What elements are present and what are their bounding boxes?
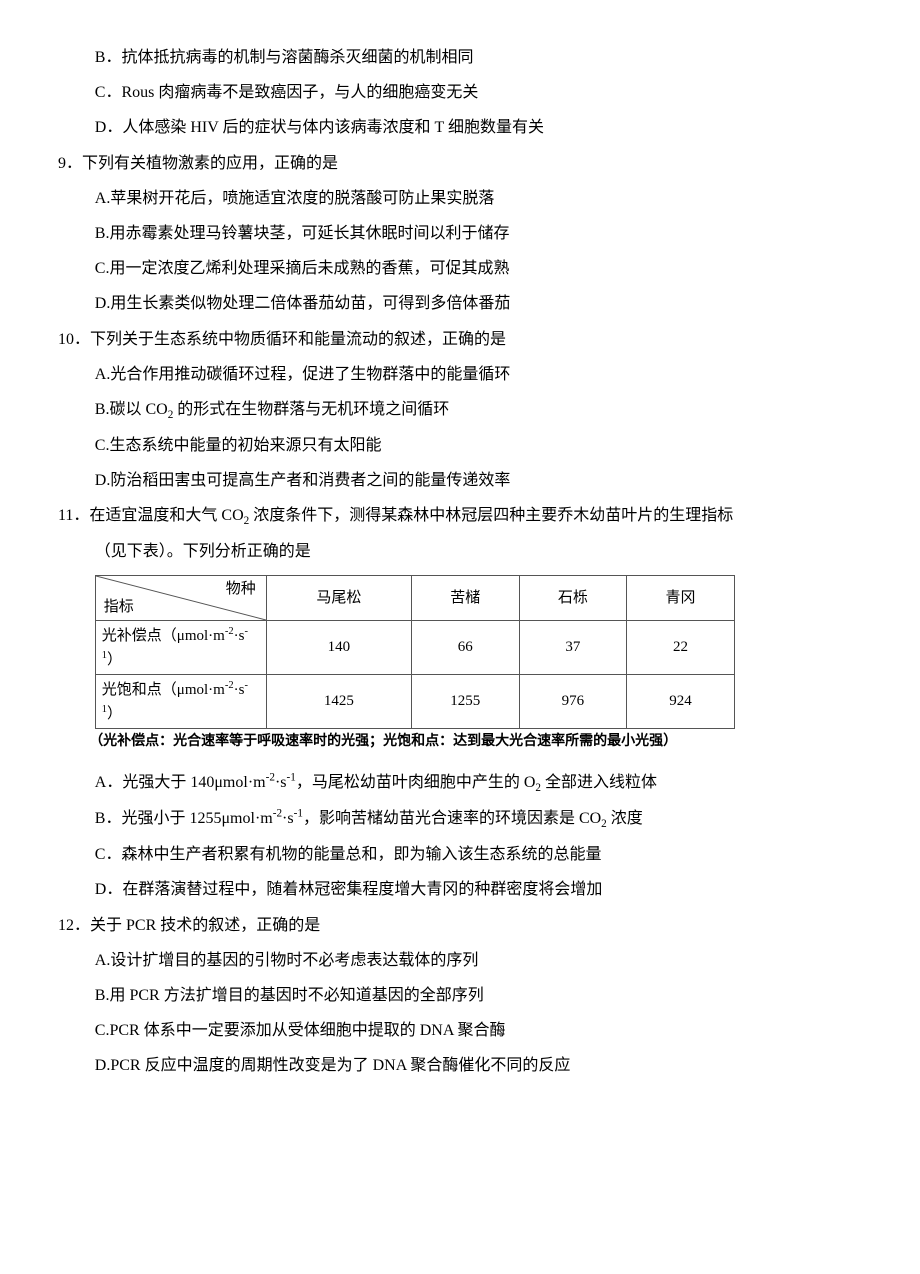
q12-option-b: B.用 PCR 方法扩增目的基因时不必知道基因的全部序列 (95, 978, 870, 1013)
cell: 1425 (266, 675, 411, 729)
q11-option-b: B．光强小于 1255μmol·m-2·s-1，影响苦槠幼苗光合速率的环境因素是… (95, 801, 870, 837)
cell: 66 (411, 621, 519, 675)
option-b: B．抗体抵抗病毒的机制与溶菌酶杀灭细菌的机制相同 (95, 40, 870, 75)
q11-option-c: C．森林中生产者积累有机物的能量总和，即为输入该生态系统的总能量 (95, 837, 870, 872)
cell: 22 (627, 621, 735, 675)
col-species-3: 石栎 (519, 576, 627, 621)
row1-label: 光补偿点（μmol·m-2·s-1） (95, 621, 266, 675)
cell: 37 (519, 621, 627, 675)
q11-stem-line2: （见下表）。下列分析正确的是 (50, 534, 870, 569)
q12-option-a: A.设计扩增目的基因的引物时不必考虑表达载体的序列 (95, 943, 870, 978)
q10-options: A.光合作用推动碳循环过程，促进了生物群落中的能量循环 B.碳以 CO2 的形式… (50, 357, 870, 498)
table-row: 光补偿点（μmol·m-2·s-1） 140 66 37 22 (95, 621, 734, 675)
cell: 140 (266, 621, 411, 675)
q10-option-c: C.生态系统中能量的初始来源只有太阳能 (95, 428, 870, 463)
q9-stem: 9．下列有关植物激素的应用，正确的是 (50, 146, 870, 181)
table-diag-header: 物种 指标 (95, 576, 266, 621)
col-species-1: 马尾松 (266, 576, 411, 621)
option-c: C．Rous 肉瘤病毒不是致癌因子，与人的细胞癌变无关 (95, 75, 870, 110)
col-species-4: 青冈 (627, 576, 735, 621)
q9-option-d: D.用生长素类似物处理二倍体番茄幼苗，可得到多倍体番茄 (95, 286, 870, 321)
q12-stem: 12．关于 PCR 技术的叙述，正确的是 (50, 908, 870, 943)
q10-option-b: B.碳以 CO2 的形式在生物群落与无机环境之间循环 (95, 392, 870, 428)
q11-table-note: （光补偿点：光合速率等于呼吸速率时的光强；光饱和点：达到最大光合速率所需的最小光… (50, 731, 870, 753)
prev-question-options: B．抗体抵抗病毒的机制与溶菌酶杀灭细菌的机制相同 C．Rous 肉瘤病毒不是致癌… (50, 40, 870, 146)
q12-option-c: C.PCR 体系中一定要添加从受体细胞中提取的 DNA 聚合酶 (95, 1013, 870, 1048)
q12-options: A.设计扩增目的基因的引物时不必考虑表达载体的序列 B.用 PCR 方法扩增目的… (50, 943, 870, 1084)
col-species-2: 苦槠 (411, 576, 519, 621)
table-row: 光饱和点（μmol·m-2·s-1） 1425 1255 976 924 (95, 675, 734, 729)
option-d: D．人体感染 HIV 后的症状与体内该病毒浓度和 T 细胞数量有关 (95, 110, 870, 145)
q12-option-d: D.PCR 反应中温度的周期性改变是为了 DNA 聚合酶催化不同的反应 (95, 1048, 870, 1083)
cell: 924 (627, 675, 735, 729)
q11-table: 物种 指标 马尾松 苦槠 石栎 青冈 光补偿点（μmol·m-2·s-1） 14… (50, 575, 870, 729)
q9-option-c: C.用一定浓度乙烯利处理采摘后未成熟的香蕉，可促其成熟 (95, 251, 870, 286)
q11-option-a: A．光强大于 140μmol·m-2·s-1，马尾松幼苗叶肉细胞中产生的 O2 … (95, 765, 870, 801)
q10-option-a: A.光合作用推动碳循环过程，促进了生物群落中的能量循环 (95, 357, 870, 392)
q9-options: A.苹果树开花后，喷施适宜浓度的脱落酸可防止果实脱落 B.用赤霉素处理马铃薯块茎… (50, 181, 870, 322)
q10-stem: 10．下列关于生态系统中物质循环和能量流动的叙述，正确的是 (50, 322, 870, 357)
q11-option-d: D．在群落演替过程中，随着林冠密集程度增大青冈的种群密度将会增加 (95, 872, 870, 907)
q10-option-d: D.防治稻田害虫可提高生产者和消费者之间的能量传递效率 (95, 463, 870, 498)
row2-label: 光饱和点（μmol·m-2·s-1） (95, 675, 266, 729)
q9-option-a: A.苹果树开花后，喷施适宜浓度的脱落酸可防止果实脱落 (95, 181, 870, 216)
cell: 1255 (411, 675, 519, 729)
q11-stem: 11．在适宜温度和大气 CO2 浓度条件下，测得某森林中林冠层四种主要乔木幼苗叶… (50, 498, 870, 534)
q9-option-b: B.用赤霉素处理马铃薯块茎，可延长其休眠时间以利于储存 (95, 216, 870, 251)
q11-options: A．光强大于 140μmol·m-2·s-1，马尾松幼苗叶肉细胞中产生的 O2 … (50, 765, 870, 907)
cell: 976 (519, 675, 627, 729)
